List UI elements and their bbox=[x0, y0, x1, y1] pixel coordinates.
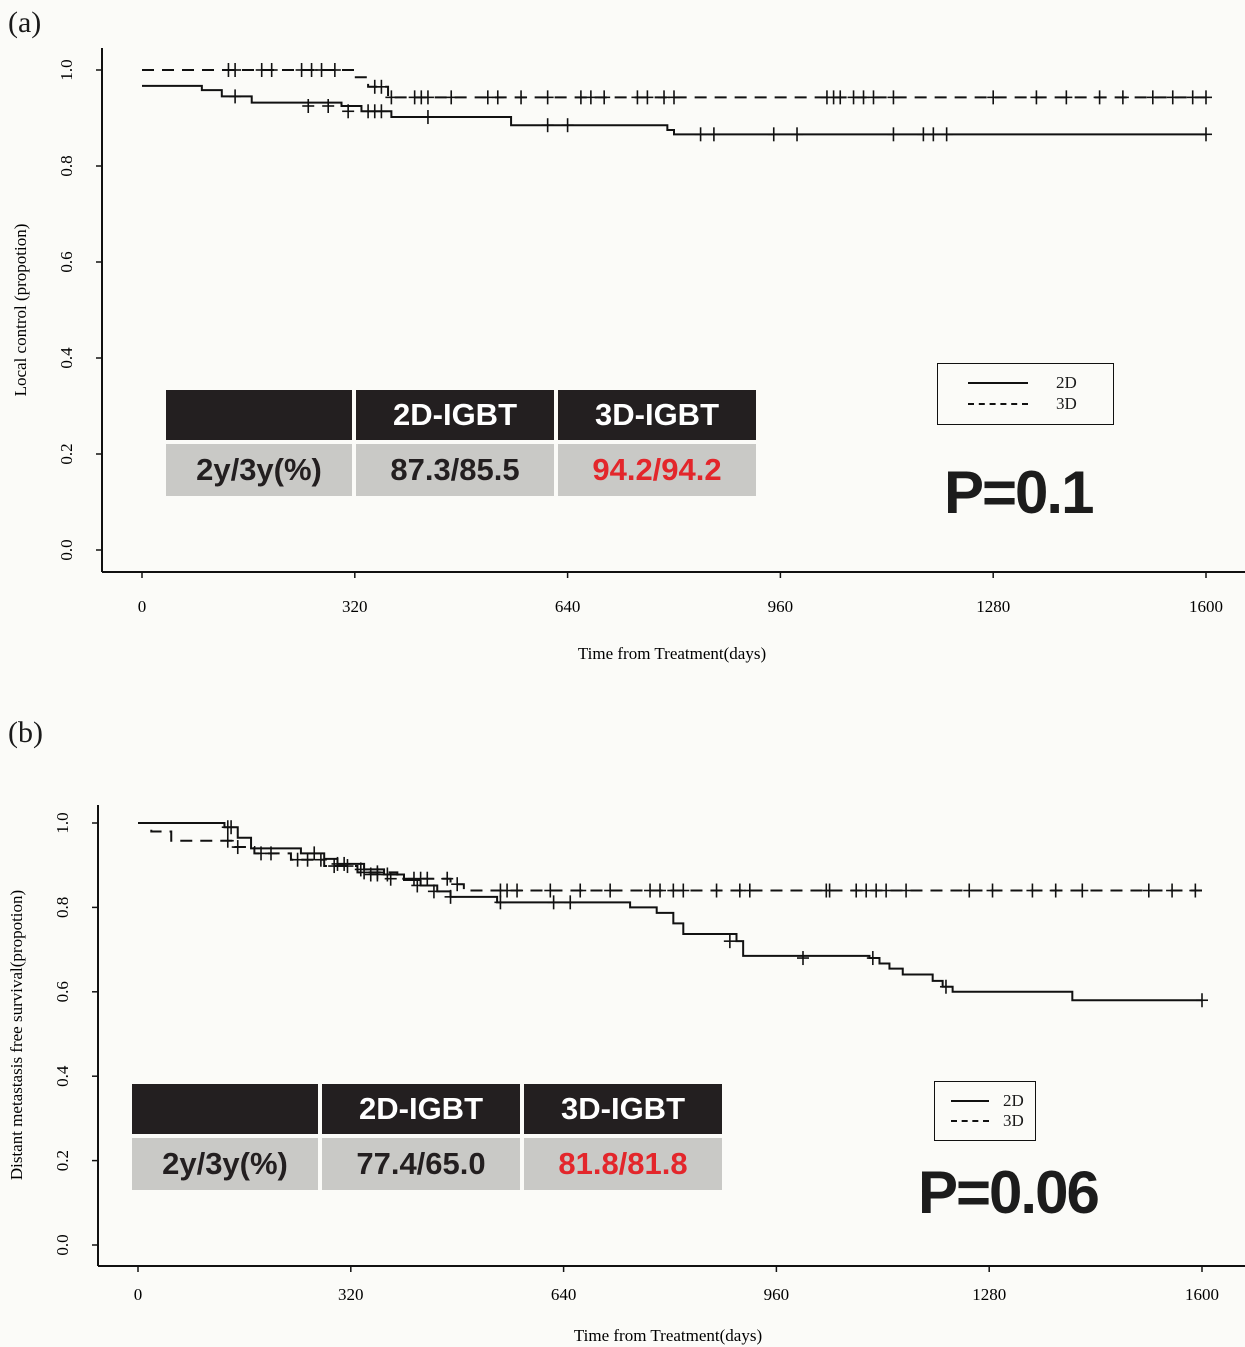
summary-table: 2D-IGBT 3D-IGBT 2y/3y(%) 87.3/85.5 94.2/… bbox=[162, 390, 760, 496]
summary-table-header-row: 2D-IGBT 3D-IGBT bbox=[132, 1084, 722, 1134]
legend: 2D 3D bbox=[937, 363, 1114, 425]
table-value-2d: 77.4/65.0 bbox=[322, 1134, 520, 1190]
legend-swatch-solid bbox=[968, 382, 1028, 384]
table-header-3d: 3D-IGBT bbox=[524, 1084, 722, 1134]
legend-label-2d: 2D bbox=[1003, 1091, 1024, 1110]
panel-label: (b) bbox=[8, 716, 43, 749]
legend-swatch-solid bbox=[951, 1100, 989, 1102]
table-value-3d: 94.2/94.2 bbox=[558, 440, 756, 496]
y-tick-label: 0.2 bbox=[53, 1150, 72, 1171]
table-header-blank bbox=[166, 390, 352, 440]
panel-label: (a) bbox=[8, 6, 42, 39]
x-tick-label: 0 bbox=[138, 597, 147, 616]
y-tick-label: 0.6 bbox=[57, 251, 76, 272]
y-tick-label: 1.0 bbox=[53, 812, 72, 833]
x-tick-label: 1280 bbox=[972, 1285, 1006, 1304]
y-axis-label: Distant metastasis free survival(propoti… bbox=[7, 890, 26, 1180]
legend-label-3d: 3D bbox=[1056, 394, 1077, 413]
x-axis-label: Time from Treatment(days) bbox=[574, 1326, 762, 1345]
x-tick-label: 640 bbox=[555, 597, 581, 616]
summary-table-row: 2y/3y(%) 87.3/85.5 94.2/94.2 bbox=[166, 440, 756, 496]
y-tick-label: 0.4 bbox=[53, 1065, 72, 1087]
legend-label-3d: 3D bbox=[1003, 1111, 1024, 1130]
x-tick-label: 0 bbox=[134, 1285, 143, 1304]
summary-table-header-row: 2D-IGBT 3D-IGBT bbox=[166, 390, 756, 440]
y-axis-label: Local control (propotion) bbox=[11, 224, 30, 397]
table-value-2d: 87.3/85.5 bbox=[356, 440, 554, 496]
x-tick-label: 1600 bbox=[1189, 597, 1223, 616]
y-tick-label: 0.6 bbox=[53, 981, 72, 1002]
p-value: P=0.06 bbox=[918, 1159, 1100, 1226]
km-plot-local-control: 0.0 0.2 0.4 0.6 0.8 1.0 0 320 640 960 1280 1600 Time… bbox=[11, 48, 1245, 663]
x-tick-label: 1280 bbox=[976, 597, 1010, 616]
series-3d-line bbox=[142, 69, 1206, 99]
panel-a: (a) 0.0 0.2 0.4 0.6 0.8 1.0 0 320 640 960 1280 1600… bbox=[8, 6, 1245, 663]
x-tick-label: 1600 bbox=[1185, 1285, 1219, 1304]
x-tick-label: 320 bbox=[338, 1285, 364, 1304]
legend-swatch-dashed bbox=[968, 403, 1028, 405]
x-axis-label: Time from Treatment(days) bbox=[578, 644, 766, 663]
y-tick-label: 0.4 bbox=[57, 347, 76, 369]
y-tick-label: 0.8 bbox=[53, 897, 72, 918]
y-tick-label: 0.0 bbox=[53, 1234, 72, 1255]
x-tick-label: 960 bbox=[764, 1285, 790, 1304]
table-header-2d: 2D-IGBT bbox=[356, 390, 554, 440]
panel-b: (b) 0.0 0.2 0.4 0.6 0.8 1.0 0 320 640 960 1280 1600… bbox=[0, 700, 1245, 1347]
table-header-3d: 3D-IGBT bbox=[558, 390, 756, 440]
legend: 2D 3D bbox=[934, 1081, 1036, 1141]
summary-table: 2D-IGBT 3D-IGBT 2y/3y(%) 77.4/65.0 81.8/… bbox=[128, 1084, 726, 1190]
table-row-label: 2y/3y(%) bbox=[132, 1134, 318, 1190]
y-tick-label: 0.0 bbox=[57, 539, 76, 560]
series-2d-line bbox=[142, 84, 1206, 136]
y-tick-label: 1.0 bbox=[57, 59, 76, 80]
table-value-3d: 81.8/81.8 bbox=[524, 1134, 722, 1190]
series-2d-line bbox=[138, 822, 1202, 1002]
km-plot-distant-metastasis: 0.0 0.2 0.4 0.6 0.8 1.0 0 320 640 960 1280 1600 Time… bbox=[7, 805, 1245, 1345]
x-tick-label: 960 bbox=[768, 597, 794, 616]
legend-label-2d: 2D bbox=[1056, 373, 1077, 392]
legend-swatch-dashed bbox=[951, 1120, 989, 1122]
table-header-2d: 2D-IGBT bbox=[322, 1084, 520, 1134]
summary-table-row: 2y/3y(%) 77.4/65.0 81.8/81.8 bbox=[132, 1134, 722, 1190]
x-tick-label: 320 bbox=[342, 597, 368, 616]
p-value: P=0.1 bbox=[944, 459, 1094, 526]
table-row-label: 2y/3y(%) bbox=[166, 440, 352, 496]
x-tick-label: 640 bbox=[551, 1285, 577, 1304]
y-tick-label: 0.2 bbox=[57, 443, 76, 464]
y-tick-label: 0.8 bbox=[57, 155, 76, 176]
table-header-blank bbox=[132, 1084, 318, 1134]
